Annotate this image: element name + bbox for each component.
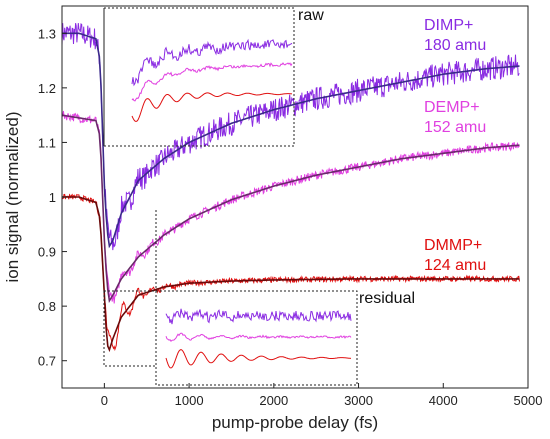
series-mass-dimp: 180 amu bbox=[424, 37, 486, 54]
fit-group bbox=[61, 32, 520, 353]
fit-line-2 bbox=[62, 196, 520, 353]
y-tick-label: 0.7 bbox=[38, 354, 56, 369]
x-axis-label: pump-probe delay (fs) bbox=[212, 413, 378, 432]
x-tick-label: 1000 bbox=[175, 393, 204, 408]
residual-inset-trace-0 bbox=[165, 308, 352, 325]
residual-zoom-region bbox=[103, 290, 157, 367]
raw-inset: raw bbox=[103, 7, 324, 147]
residual-inset-traces bbox=[165, 308, 352, 369]
x-tick-label: 3000 bbox=[344, 393, 373, 408]
y-tick-label: 1.1 bbox=[38, 135, 56, 150]
y-ticks: 0.7 0.8 0.9 1 1.1 1.2 1.3 bbox=[38, 26, 67, 369]
x-tick-label: 5000 bbox=[514, 393, 543, 408]
y-tick-label: 0.9 bbox=[38, 245, 56, 260]
residual-inset-trace-1 bbox=[165, 332, 352, 342]
y-tick-label: 1.3 bbox=[38, 26, 56, 41]
raw-inset-trace-0 bbox=[131, 38, 293, 87]
fit-line-0 bbox=[62, 32, 520, 249]
x-tick-label: 4000 bbox=[429, 393, 458, 408]
raw-inset-traces bbox=[131, 38, 293, 123]
y-tick-label: 1 bbox=[49, 190, 56, 205]
raw-inset-trace-1 bbox=[131, 62, 293, 102]
series-mass-dmmp: 124 amu bbox=[424, 257, 486, 274]
series-label-dmmp: DMMP+ bbox=[424, 237, 482, 254]
x-ticks: 0 1000 2000 3000 4000 5000 bbox=[101, 383, 543, 408]
series-mass-demp: 152 amu bbox=[424, 119, 486, 136]
series-line-1 bbox=[61, 110, 520, 304]
x-tick-label: 0 bbox=[101, 393, 108, 408]
series-line-0 bbox=[61, 22, 520, 251]
y-tick-label: 0.8 bbox=[38, 299, 56, 314]
y-tick-label: 1.2 bbox=[38, 81, 56, 96]
residual-inset-trace-2 bbox=[165, 349, 352, 369]
x-tick-label: 2000 bbox=[259, 393, 288, 408]
series-label-dimp: DIMP+ bbox=[424, 17, 473, 34]
y-axis-label: ion signal (normalized) bbox=[3, 111, 22, 282]
raw-inset-trace-2 bbox=[131, 92, 293, 123]
residual-inset-label: residual bbox=[359, 290, 415, 307]
raw-inset-label: raw bbox=[298, 7, 324, 24]
fit-line-1 bbox=[61, 114, 520, 303]
residual-inset: residual bbox=[103, 210, 415, 386]
residual-inset-box bbox=[155, 290, 358, 386]
series-label-demp: DEMP+ bbox=[424, 99, 480, 116]
